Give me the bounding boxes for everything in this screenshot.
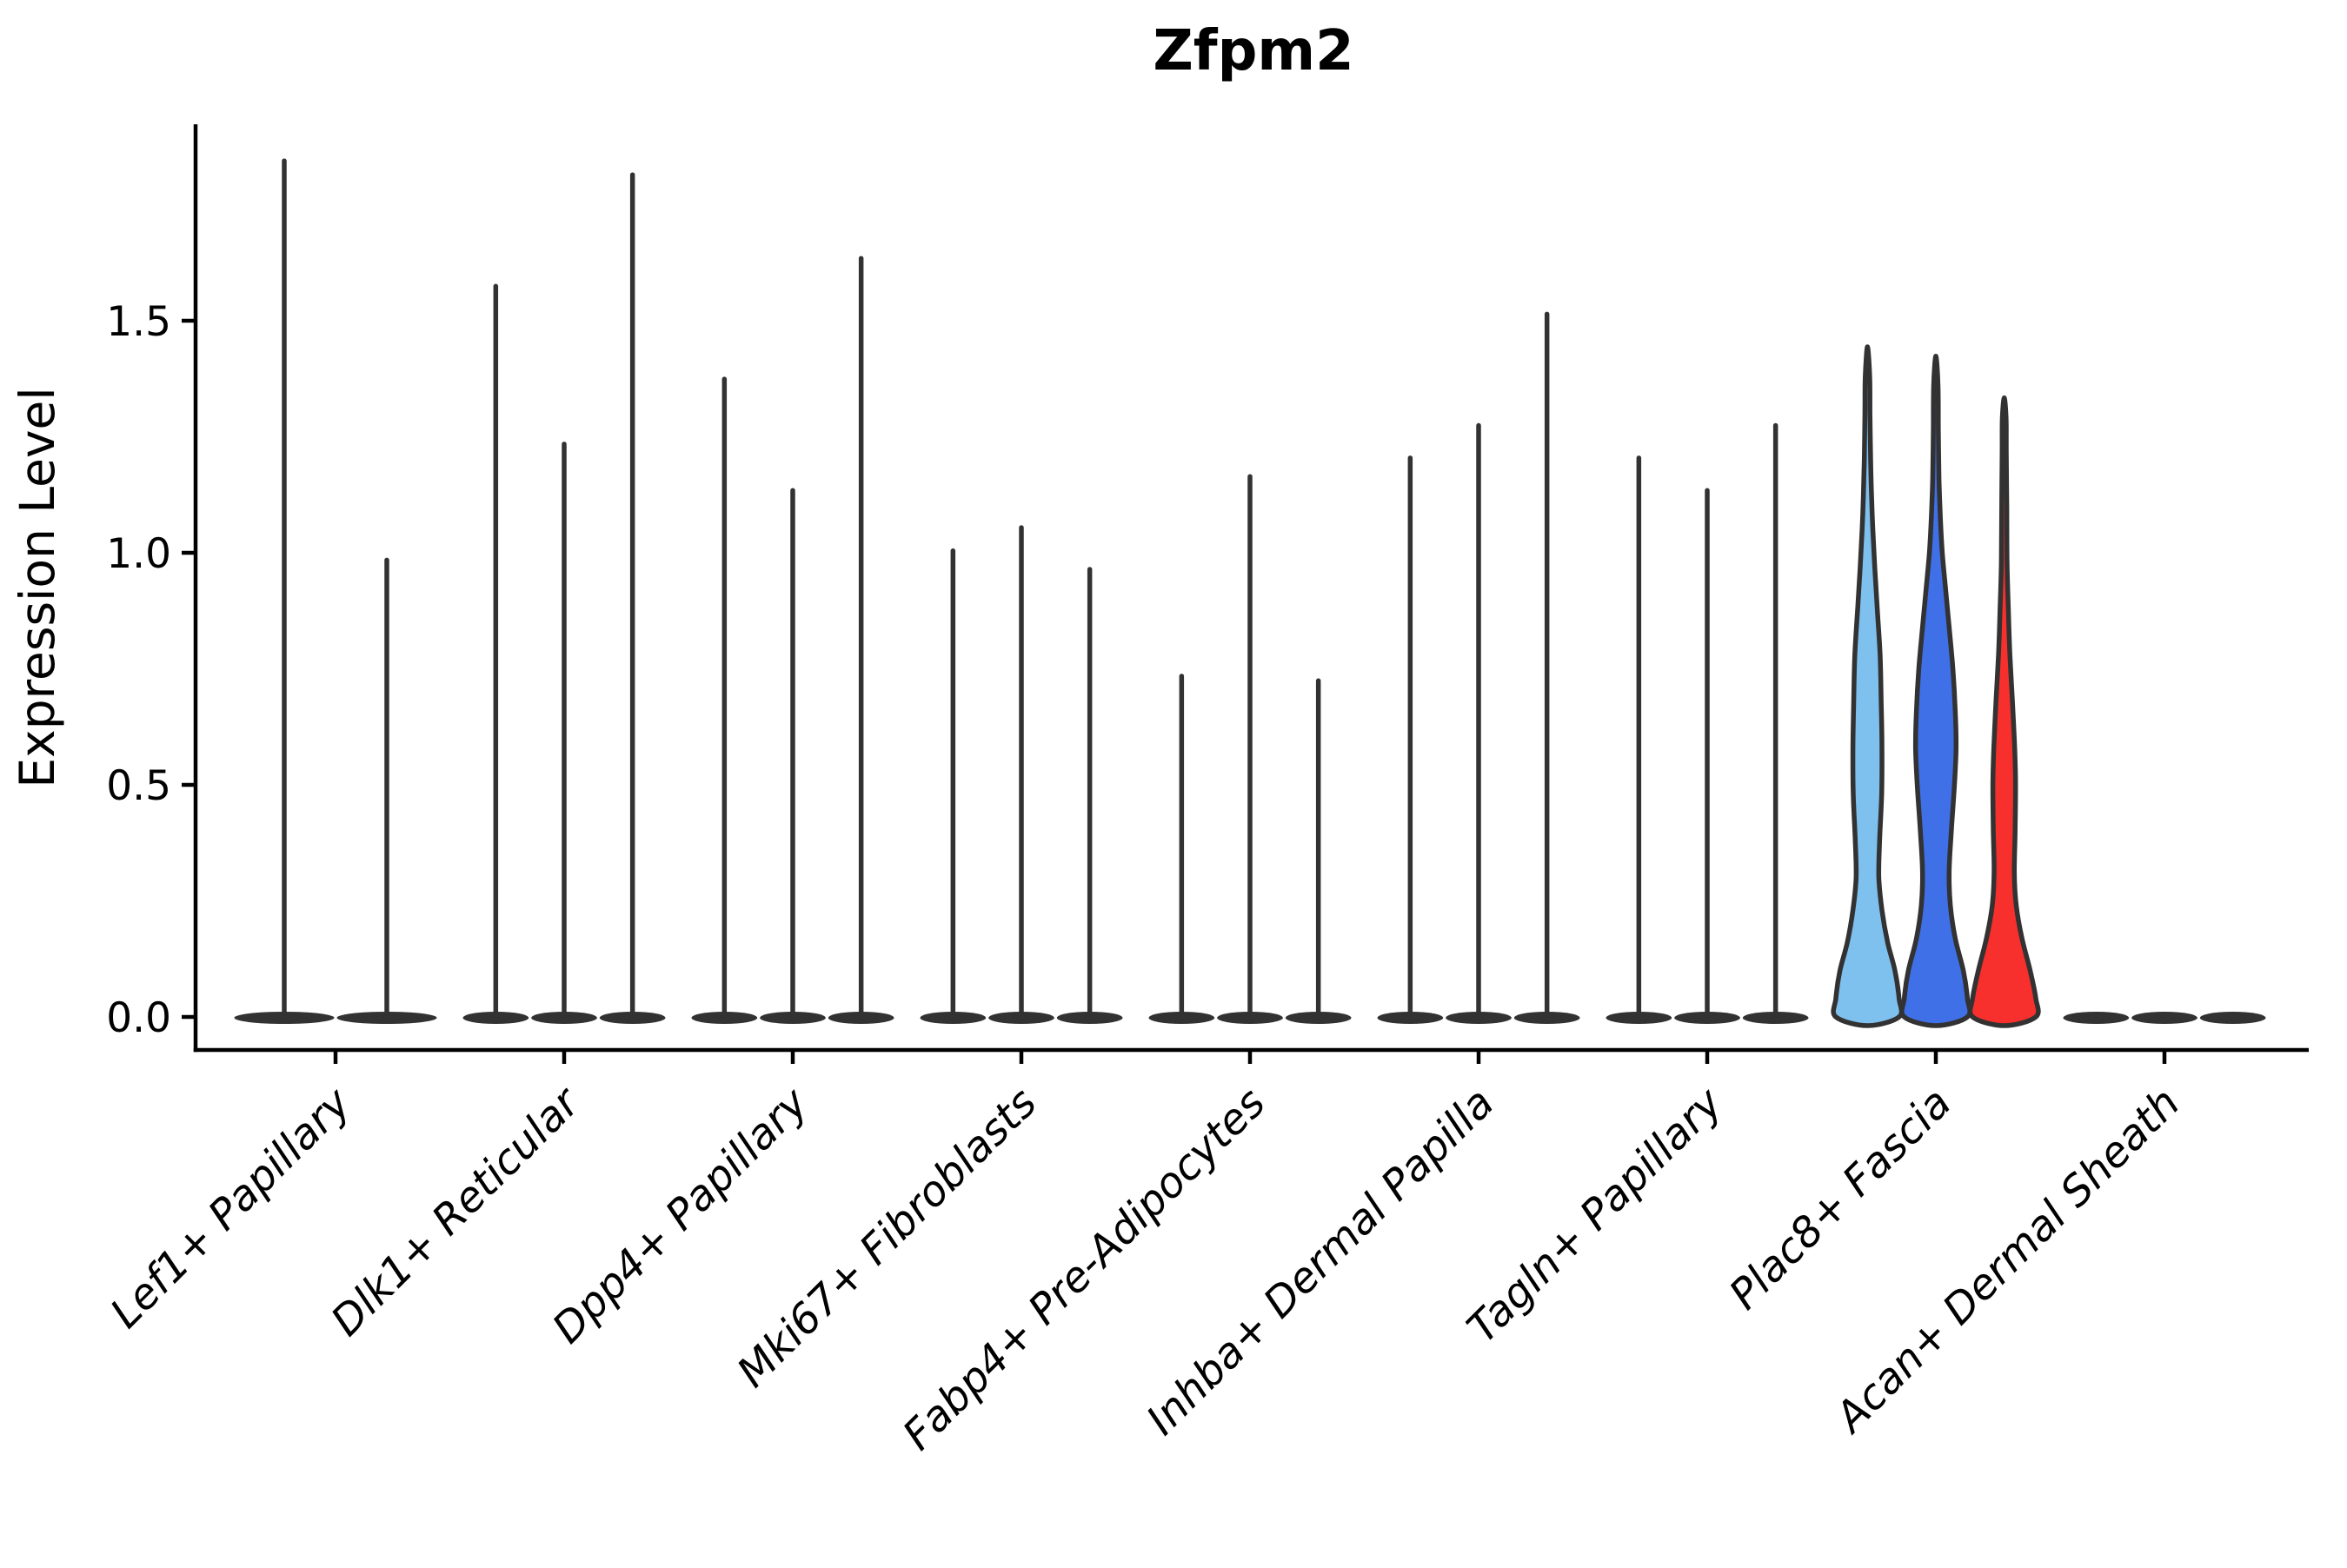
violin-base-7-2	[1674, 1012, 1740, 1024]
y-axis-label: Expression Level	[10, 387, 65, 787]
x-tick-label: Tagln+ Papillary	[1458, 1078, 1732, 1352]
violin-base-4-3	[1056, 1012, 1123, 1024]
violin-8-3	[1967, 395, 2041, 1028]
violin-base-6-1	[1377, 1012, 1444, 1024]
x-tick-label: Dlk1+ Reticular	[322, 1077, 591, 1346]
violin-8-1	[1831, 344, 1905, 1028]
violin-base-7-3	[1742, 1012, 1809, 1024]
x-tick-label: Dpp4+ Papillary	[543, 1078, 818, 1352]
violin-base-2-1	[462, 1012, 529, 1024]
x-tick-label: Lef1+ Papillary	[101, 1078, 361, 1338]
violin-base-9-1	[2063, 1012, 2130, 1024]
chart-title: Zfpm2	[1153, 19, 1353, 83]
violin-base-5-2	[1217, 1012, 1283, 1024]
violin-base-7-1	[1606, 1012, 1672, 1024]
x-tick-label: Fabp4+ Pre-Adipocytes	[894, 1079, 1275, 1460]
violin-base-1-2	[336, 1012, 437, 1024]
violin-8-2	[1899, 353, 1972, 1028]
y-tick-label: 0.5	[106, 762, 171, 810]
violin-base-2-3	[599, 1012, 666, 1024]
violin-base-4-1	[920, 1012, 987, 1024]
violin-base-3-1	[691, 1012, 758, 1024]
violin-base-1-1	[234, 1012, 335, 1024]
x-tick-label: Plac8+ Fascia	[1720, 1079, 1961, 1319]
violins	[234, 158, 2266, 1028]
violin-base-5-1	[1148, 1012, 1215, 1024]
violin-base-4-2	[988, 1012, 1054, 1024]
violin-base-6-3	[1513, 1012, 1580, 1024]
violin-base-3-3	[828, 1012, 894, 1024]
violin-base-5-3	[1285, 1012, 1352, 1024]
violin-base-6-2	[1446, 1012, 1512, 1024]
violin-base-9-2	[2131, 1012, 2197, 1024]
violin-base-3-2	[760, 1012, 826, 1024]
y-tick-label: 0.0	[106, 994, 171, 1042]
violin-base-9-3	[2199, 1012, 2266, 1024]
y-tick-label: 1.0	[106, 530, 171, 578]
y-tick-label: 1.5	[106, 298, 171, 346]
violin-base-2-2	[531, 1012, 597, 1024]
